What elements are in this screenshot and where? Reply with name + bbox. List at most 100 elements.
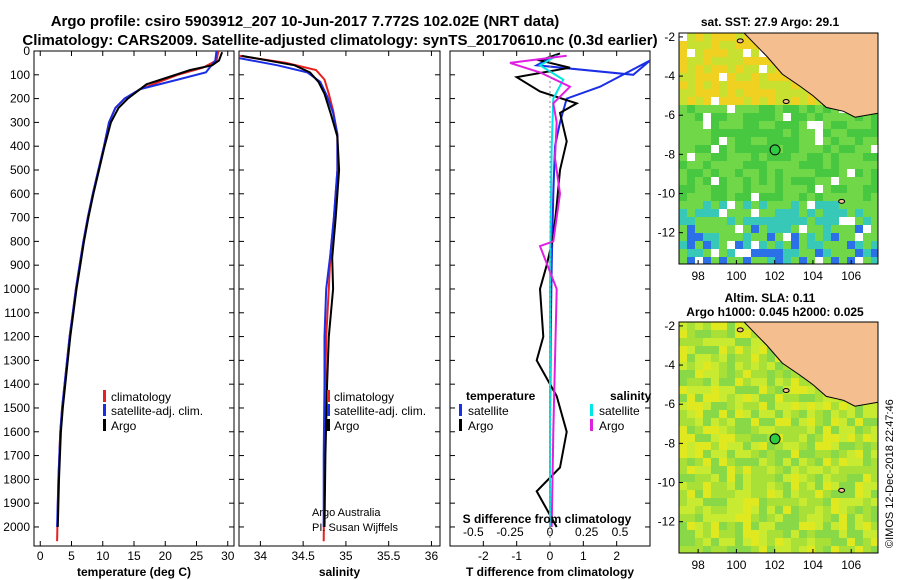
map-cell (815, 546, 823, 553)
map-cell (695, 546, 703, 553)
map-cell (703, 209, 711, 217)
map-cell (711, 145, 719, 153)
map-cell (847, 177, 855, 185)
map-cell (831, 498, 839, 506)
map-cell (839, 249, 847, 257)
map-cell (711, 386, 719, 394)
map-cell (711, 113, 719, 121)
map-cell (711, 249, 719, 257)
map-cell (727, 418, 735, 426)
map-cell (847, 498, 855, 506)
difference-legend-swatch (459, 419, 462, 431)
map-cell (775, 201, 783, 209)
salinity-series-group (239, 54, 341, 542)
map-cell (695, 161, 703, 169)
map-cell (687, 514, 695, 522)
map-cell (711, 73, 719, 81)
map-cell (719, 330, 727, 338)
depth-tick-label: 1600 (3, 425, 30, 439)
map-cell (783, 105, 791, 113)
map-cell (719, 530, 727, 538)
map-cell (719, 33, 727, 41)
map-cell (687, 354, 695, 362)
map-cell (735, 426, 743, 434)
map-cell (823, 233, 831, 241)
map-cell (783, 378, 791, 386)
map-cell (703, 482, 711, 490)
map-cell (775, 522, 783, 530)
map-cell (839, 201, 847, 209)
map-cell (695, 386, 703, 394)
map-cell (719, 153, 727, 161)
map-cell (807, 386, 815, 394)
map-cell (719, 514, 727, 522)
map-cell (695, 322, 703, 330)
map-cell (727, 442, 735, 450)
map-cell (695, 49, 703, 57)
map-cell (839, 506, 847, 514)
map-cell (863, 442, 871, 450)
map-cell (695, 402, 703, 410)
map-cell (703, 498, 711, 506)
map-cell (823, 458, 831, 466)
map-cell (735, 201, 743, 209)
map-cell (855, 546, 863, 553)
map-cell (703, 97, 711, 105)
map-cell (783, 474, 791, 482)
map-cell (831, 442, 839, 450)
map-cell (831, 129, 839, 137)
map-cell (831, 121, 839, 129)
temperature-legend-label: climatology (111, 390, 171, 404)
map-cell (727, 209, 735, 217)
map-cell (695, 474, 703, 482)
map-cell (695, 241, 703, 249)
map-cell (719, 137, 727, 145)
depth-tick-label: 1400 (3, 377, 30, 391)
map-cell (807, 402, 815, 410)
temperature-xlabel: temperature (deg C) (77, 565, 191, 579)
map-cell (751, 362, 759, 370)
map-cell (799, 145, 807, 153)
map-cell (679, 498, 687, 506)
map-cell (759, 97, 767, 105)
map-cell (767, 482, 775, 490)
map-cell (695, 418, 703, 426)
map-cell (807, 241, 815, 249)
map-cell (791, 538, 799, 546)
map-cell (703, 233, 711, 241)
map-cell (799, 506, 807, 514)
map-cell (695, 33, 703, 41)
map-cell (743, 233, 751, 241)
map-cell (767, 233, 775, 241)
map-cell (711, 225, 719, 233)
map-cell (727, 338, 735, 346)
map-cell (751, 434, 759, 442)
map-cell (799, 193, 807, 201)
map-cell (711, 442, 719, 450)
map-cell (863, 546, 871, 553)
map-cell (687, 546, 695, 553)
temperature-xtick-label: 10 (96, 549, 110, 563)
map-cell (783, 121, 791, 129)
map-cell (815, 161, 823, 169)
map-cell (727, 65, 735, 73)
map-cell (863, 490, 871, 498)
map-cell (815, 394, 823, 402)
map-cell (871, 426, 878, 434)
map-cell (727, 73, 735, 81)
map-cell (871, 169, 878, 177)
map-cell (695, 378, 703, 386)
map-cell (807, 121, 815, 129)
map-cell (871, 522, 878, 530)
salinity-legend-label: Argo (334, 419, 360, 433)
map-cell (679, 201, 687, 209)
map-cell (727, 386, 735, 394)
map-cell (703, 33, 711, 41)
map-cell (799, 522, 807, 530)
map-cell (783, 458, 791, 466)
map-cell (719, 233, 727, 241)
map-cell (759, 241, 767, 249)
difference-legend-label: Argo (599, 419, 625, 433)
map-cell (831, 450, 839, 458)
map-cell (679, 97, 687, 105)
